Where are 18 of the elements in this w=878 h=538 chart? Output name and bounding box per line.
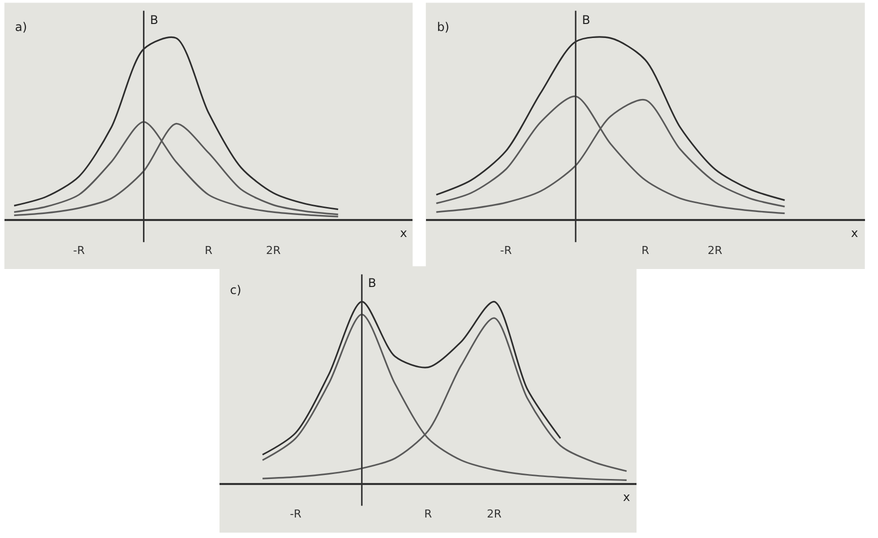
x-tick-label: R [642,244,650,258]
x-tick-label: -R [290,508,302,521]
x-tick-label: -R [73,244,86,258]
y-axis-title: B [582,13,590,27]
x-tick-label: -R [500,244,512,258]
x-tick-label: R [424,508,432,521]
chart-title: a) [15,20,28,34]
chart-title: c) [230,283,242,297]
x-axis-title: x [851,226,858,240]
x-axis-title: x [623,490,630,504]
x-axis-title: x [400,226,408,240]
x-tick-label: 2R [708,244,723,258]
y-axis-title: B [150,13,158,27]
x-tick-label: R [204,244,213,258]
x-tick-label: 2R [266,244,281,258]
y-axis-title: B [368,276,376,290]
chart-title: b) [437,20,450,34]
x-tick-label: 2R [486,508,502,521]
